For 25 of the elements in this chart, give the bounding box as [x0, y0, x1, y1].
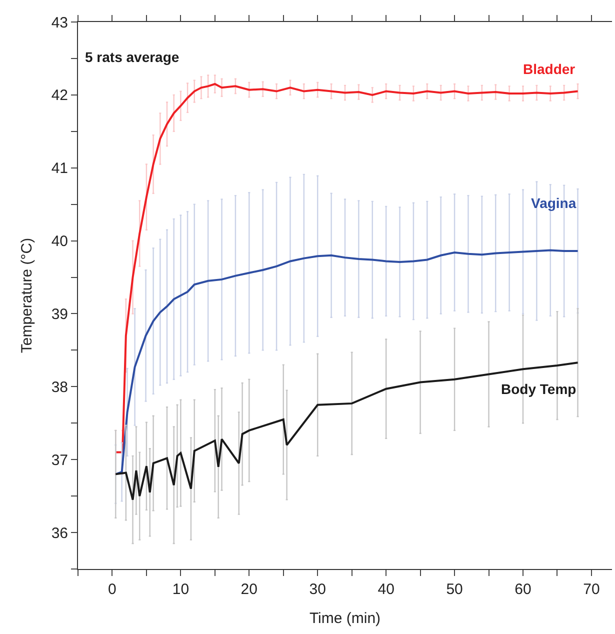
x-tick-label: 70 [583, 581, 600, 598]
x-tick-label: 20 [240, 581, 258, 598]
x-tick-label: 30 [309, 581, 326, 598]
x-tick-label: 0 [108, 581, 116, 598]
y-tick-label: 40 [51, 233, 68, 250]
y-tick-label: 38 [51, 378, 68, 396]
x-tick-label: 60 [514, 581, 532, 598]
y-tick-label: 37 [51, 452, 68, 469]
y-axis-title: Temperature (°C) [18, 238, 36, 354]
x-tick-label: 40 [378, 581, 394, 598]
x-tick-label: 10 [172, 581, 190, 598]
y-tick-label: 43 [51, 14, 68, 32]
x-tick-label: 50 [446, 581, 463, 598]
series-label: Body Temp [501, 381, 576, 397]
x-axis-title: Time (min) [309, 610, 381, 627]
y-tick-label: 41 [51, 160, 68, 178]
y-tick-label: 42 [51, 87, 68, 104]
y-tick-label: 39 [51, 306, 68, 323]
line-series [114, 362, 579, 501]
annotation: 5 rats average [85, 49, 180, 65]
series-label: Bladder [523, 61, 576, 77]
line-series [114, 249, 579, 476]
y-tick-label: 36 [51, 524, 68, 542]
line-series [114, 82, 579, 454]
text: Vagina [531, 195, 576, 211]
